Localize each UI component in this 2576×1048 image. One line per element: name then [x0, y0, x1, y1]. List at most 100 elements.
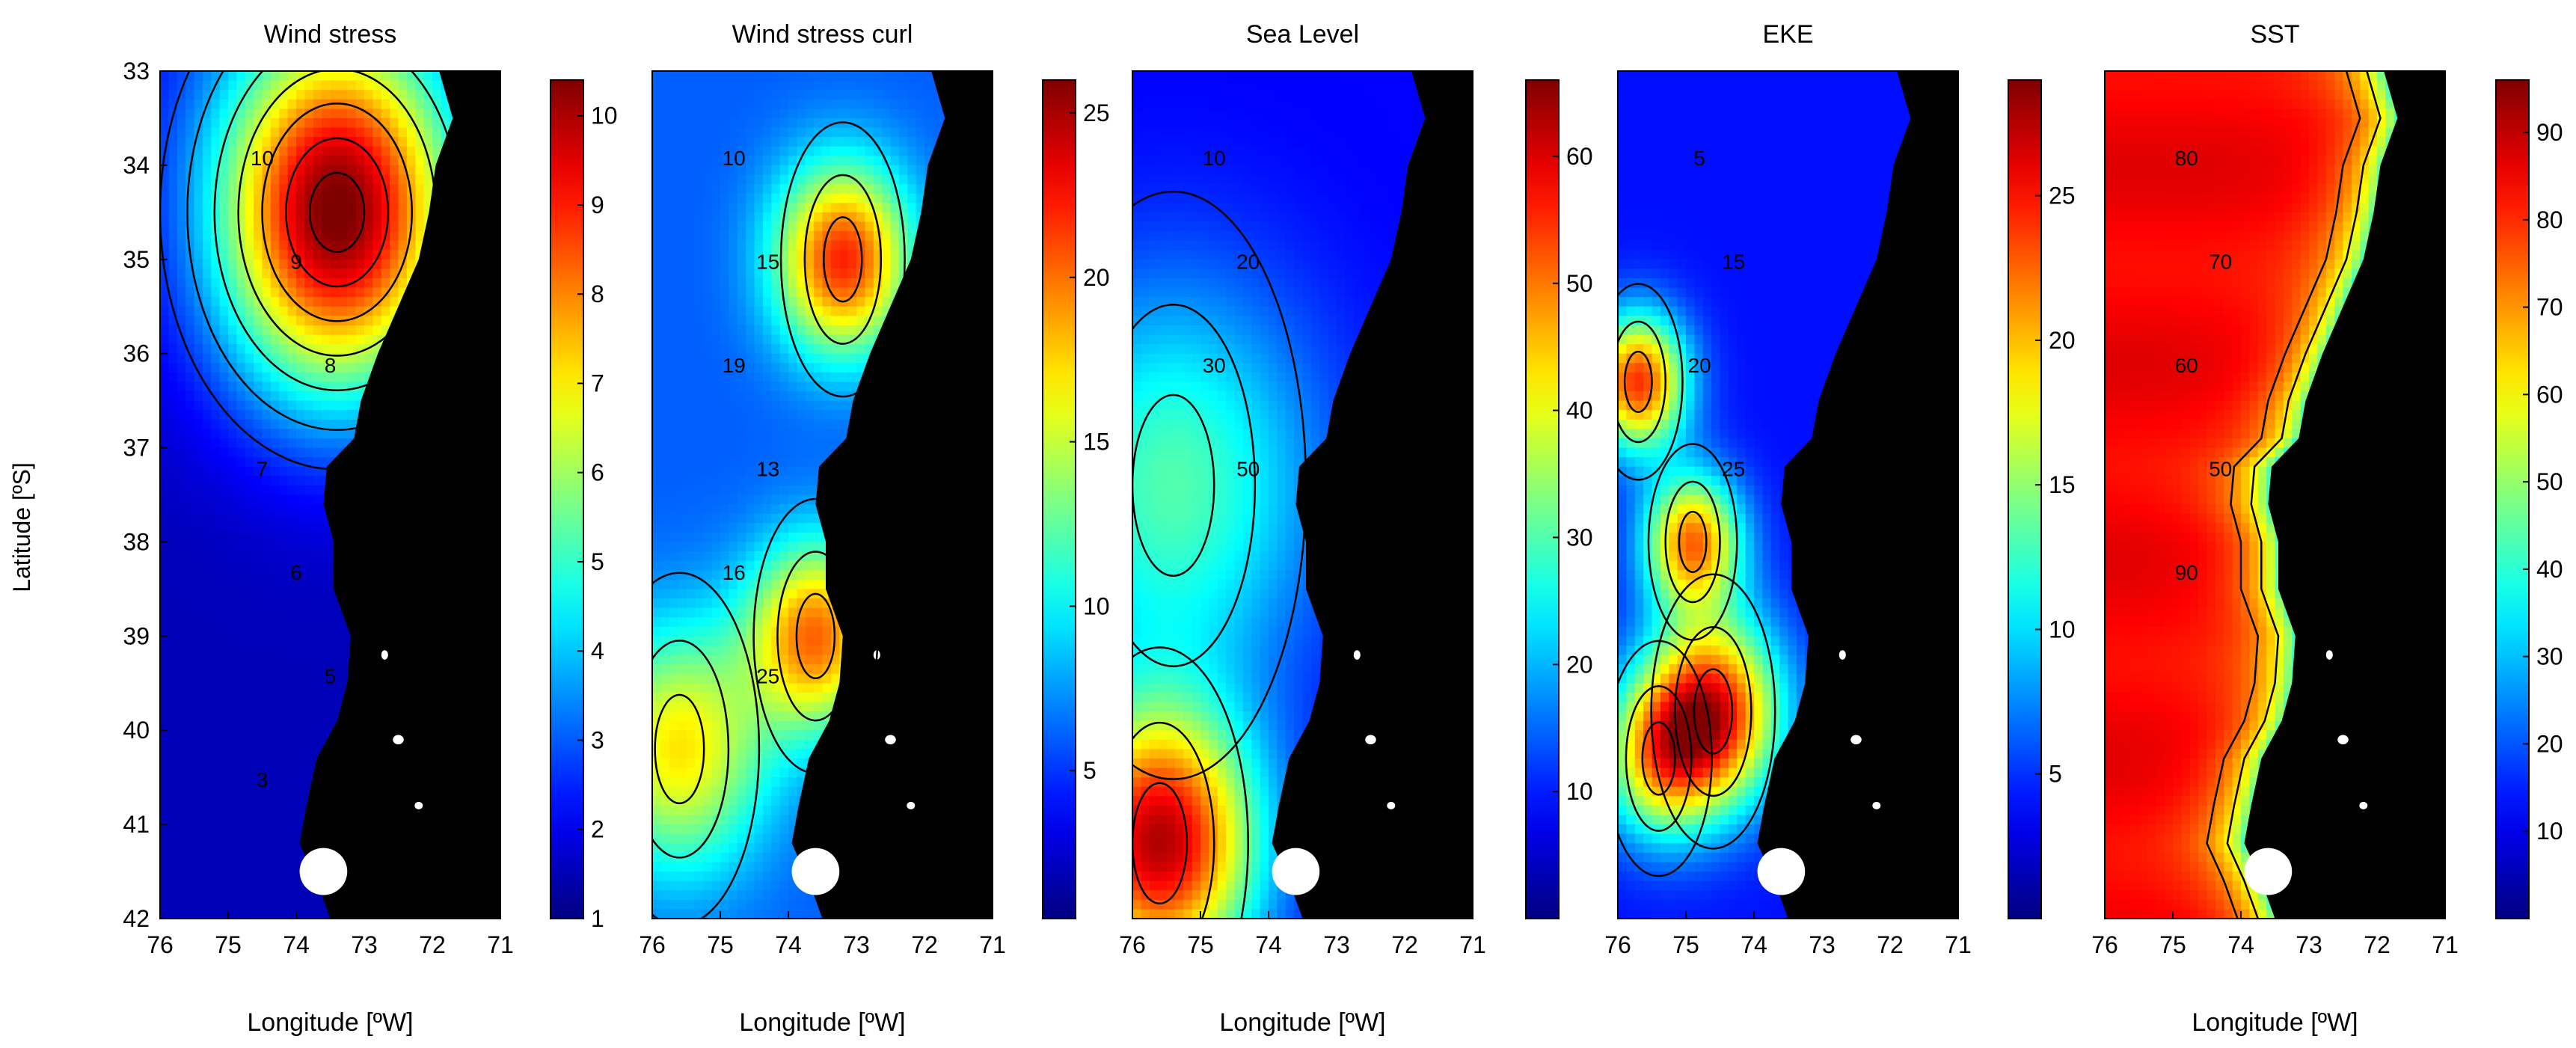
- heatmap-cell: [245, 354, 254, 364]
- heatmap-cell: [203, 890, 212, 900]
- heatmap-cell: [185, 664, 194, 674]
- heatmap-cell: [331, 410, 340, 420]
- heatmap-cell: [245, 768, 254, 778]
- heatmap-cell: [712, 118, 721, 128]
- heatmap-cell: [263, 288, 272, 298]
- heatmap-cell: [399, 71, 408, 81]
- heatmap-cell: [177, 570, 186, 580]
- heatmap-cell: [746, 90, 755, 99]
- heatmap-cell: [720, 108, 729, 118]
- heatmap-cell: [882, 250, 891, 260]
- heatmap-cell: [203, 344, 212, 354]
- heatmap-cell: [313, 627, 322, 637]
- heatmap-cell: [856, 156, 865, 165]
- heatmap-cell: [304, 231, 313, 241]
- heatmap-cell: [755, 231, 764, 241]
- heatmap-cell: [194, 391, 203, 401]
- heatmap-cell: [712, 71, 721, 81]
- heatmap-cell: [288, 212, 297, 222]
- heatmap-cell: [194, 646, 203, 655]
- heatmap-cell: [288, 542, 297, 551]
- heatmap-cell: [279, 787, 288, 797]
- heatmap-cell: [194, 533, 203, 542]
- heatmap-cell: [160, 909, 169, 919]
- heatmap-cell: [211, 721, 220, 731]
- heatmap-cell: [313, 909, 322, 919]
- heatmap-cell: [304, 448, 313, 458]
- heatmap-cell: [288, 768, 297, 778]
- heatmap-cell: [271, 485, 280, 495]
- heatmap-cell: [185, 316, 194, 325]
- heatmap-cell: [168, 655, 177, 665]
- heatmap-cell: [687, 81, 696, 91]
- heatmap-cell: [194, 824, 203, 834]
- heatmap-cell: [839, 90, 848, 99]
- heatmap-cell: [254, 278, 263, 288]
- heatmap-cell: [236, 721, 245, 731]
- heatmap-cell: [322, 646, 331, 655]
- heatmap-cell: [339, 81, 348, 91]
- heatmap-cell: [823, 354, 832, 364]
- heatmap-cell: [288, 467, 297, 476]
- heatmap-cell: [220, 871, 229, 881]
- heatmap-cell: [203, 834, 212, 844]
- heatmap-cell: [211, 702, 220, 711]
- heatmap-cell: [703, 99, 712, 109]
- heatmap-cell: [407, 137, 416, 147]
- heatmap-cell: [687, 194, 696, 203]
- heatmap-cell: [652, 108, 661, 118]
- heatmap-cell: [254, 184, 263, 194]
- heatmap-cell: [823, 71, 832, 81]
- heatmap-cell: [279, 231, 288, 241]
- heatmap-cell: [712, 269, 721, 278]
- heatmap-cell: [296, 221, 305, 231]
- heatmap-cell: [755, 316, 764, 325]
- heatmap-cell: [168, 81, 177, 91]
- heatmap-cell: [245, 438, 254, 448]
- heatmap-cell: [669, 212, 678, 222]
- heatmap-cell: [695, 278, 704, 288]
- heatmap-cell: [228, 241, 237, 251]
- heatmap-cell: [899, 71, 908, 81]
- heatmap-cell: [874, 174, 883, 184]
- heatmap-cell: [771, 354, 780, 364]
- heatmap-cell: [160, 354, 169, 364]
- heatmap-cell: [652, 373, 661, 382]
- heatmap-cell: [263, 589, 272, 598]
- heatmap-cell: [236, 796, 245, 806]
- heatmap-cell: [848, 307, 857, 316]
- heatmap-cell: [177, 636, 186, 646]
- heatmap-cell: [263, 137, 272, 147]
- heatmap-cell: [236, 108, 245, 118]
- heatmap-cell: [288, 99, 297, 109]
- heatmap-cell: [254, 834, 263, 844]
- heatmap-cell: [304, 81, 313, 91]
- heatmap-cell: [687, 250, 696, 260]
- heatmap-cell: [831, 203, 840, 212]
- y-tick-label: 34: [123, 152, 150, 179]
- heatmap-cell: [372, 316, 381, 325]
- heatmap-cell: [729, 212, 737, 222]
- heatmap-cell: [177, 174, 186, 184]
- heatmap-cell: [703, 212, 712, 222]
- heatmap-cell: [245, 683, 254, 693]
- heatmap-cell: [228, 231, 237, 241]
- heatmap-cell: [296, 711, 305, 721]
- heatmap-cell: [177, 184, 186, 194]
- heatmap-cell: [788, 118, 797, 128]
- heatmap-cell: [160, 561, 169, 571]
- heatmap-cell: [263, 683, 272, 693]
- heatmap-cell: [288, 221, 297, 231]
- heatmap-cell: [177, 683, 186, 693]
- heatmap-cell: [263, 128, 272, 138]
- heatmap-cell: [185, 636, 194, 646]
- heatmap-cell: [839, 260, 848, 269]
- heatmap-cell: [177, 533, 186, 542]
- heatmap-cell: [788, 260, 797, 269]
- heatmap-cell: [185, 749, 194, 759]
- heatmap-cell: [194, 250, 203, 260]
- heatmap-cell: [228, 410, 237, 420]
- heatmap-cell: [848, 250, 857, 260]
- heatmap-cell: [185, 334, 194, 344]
- heatmap-cell: [236, 806, 245, 815]
